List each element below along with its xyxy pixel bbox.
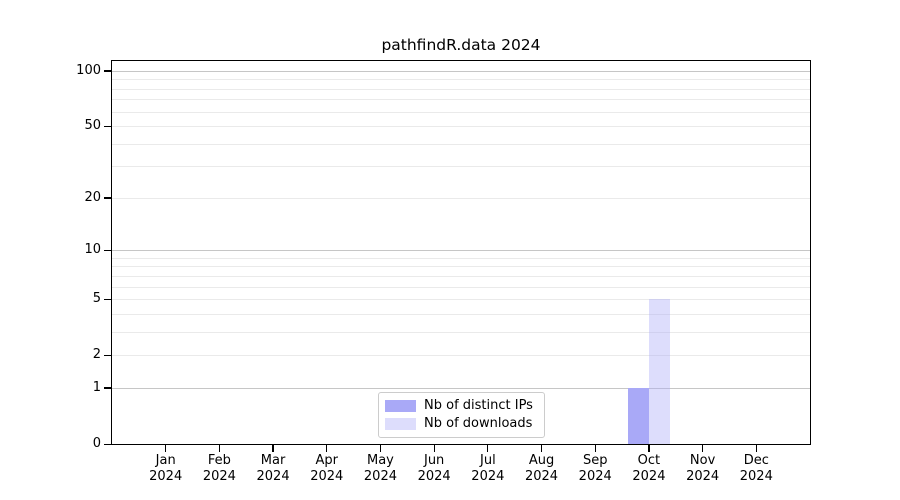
x-axis-month-label: Feb 2024 <box>192 453 246 484</box>
month-name: Sep <box>582 453 608 468</box>
gridline-minor <box>112 79 810 81</box>
month-year: 2024 <box>524 468 559 484</box>
month-name: Mar <box>260 453 286 468</box>
gridline-minor <box>112 111 810 113</box>
x-axis-tick <box>272 445 274 452</box>
month-name: Jul <box>480 453 496 468</box>
month-year: 2024 <box>256 468 290 484</box>
month-name: Dec <box>743 453 769 468</box>
month-name: Feb <box>207 453 231 468</box>
y-axis-tick <box>104 197 112 199</box>
y-axis-tick <box>104 387 112 389</box>
month-year: 2024 <box>739 468 773 484</box>
month-year: 2024 <box>149 468 183 484</box>
chart-title: pathfindR.data 2024 <box>381 36 541 54</box>
gridline-minor <box>112 166 810 168</box>
gridline-minor <box>112 88 810 90</box>
y-axis-tick <box>104 354 112 356</box>
gridline-major <box>112 70 810 72</box>
month-year: 2024 <box>578 468 612 484</box>
y-axis-tick-label: 10 <box>84 242 101 258</box>
x-axis-month-label: Sep 2024 <box>568 453 622 484</box>
month-year: 2024 <box>686 468 720 484</box>
y-axis-tick <box>104 125 112 127</box>
x-axis-month-label: Jun 2024 <box>407 453 461 484</box>
bar-nb-of-distinct-ips-oct <box>627 387 649 444</box>
month-name: Jun <box>423 453 445 468</box>
gridline-major <box>112 387 810 389</box>
bar-nb-of-downloads-oct <box>648 299 670 444</box>
gridline-minor <box>112 99 810 101</box>
x-axis-tick <box>594 445 596 452</box>
gridline-minor <box>112 355 810 357</box>
legend-label-nb-of-downloads: Nb of downloads <box>424 416 533 431</box>
month-year: 2024 <box>417 468 451 484</box>
gridline-minor <box>112 299 810 301</box>
x-axis-month-label: Jul 2024 <box>461 453 515 484</box>
y-axis-tick-label: 1 <box>92 379 101 395</box>
plot-area-border <box>110 59 811 445</box>
legend-label-nb-of-distinct-ips: Nb of distinct IPs <box>424 398 533 413</box>
x-axis-tick <box>487 445 489 452</box>
month-year: 2024 <box>202 468 236 484</box>
gridline-minor <box>112 331 810 333</box>
x-axis-tick <box>379 445 382 452</box>
gridline-minor <box>112 197 810 199</box>
gridline-minor <box>112 126 810 128</box>
month-year: 2024 <box>471 468 505 484</box>
gridline-minor <box>112 313 810 315</box>
x-axis-month-label: Mar 2024 <box>246 453 300 484</box>
gridline-major <box>112 250 810 252</box>
x-axis-tick <box>702 445 704 452</box>
month-name: Jan <box>155 453 176 468</box>
y-axis-tick-label: 100 <box>76 62 101 78</box>
month-year: 2024 <box>363 468 397 484</box>
month-year: 2024 <box>310 468 344 484</box>
gridline-minor <box>112 275 810 277</box>
legend-swatch-nb-of-distinct-ips <box>385 399 416 413</box>
x-axis-tick <box>648 445 650 452</box>
y-axis-tick <box>104 70 112 72</box>
x-axis-tick <box>540 445 543 452</box>
month-name: May <box>367 453 394 468</box>
month-name: Apr <box>315 453 339 468</box>
y-axis-tick-label: 5 <box>92 291 101 307</box>
month-year: 2024 <box>632 468 666 484</box>
gridline-minor <box>112 257 810 259</box>
y-axis-tick-label: 2 <box>92 347 101 363</box>
plot-inner <box>112 61 810 444</box>
y-axis-tick-label: 0 <box>92 436 101 451</box>
y-axis-tick <box>104 298 112 300</box>
gridline-minor <box>112 143 810 145</box>
month-name: Oct <box>637 453 661 468</box>
x-axis-tick <box>165 445 167 452</box>
x-axis-month-label: Jan 2024 <box>139 453 193 484</box>
month-name: Aug <box>528 453 555 468</box>
legend-item-nb-of-downloads: Nb of downloads <box>385 415 544 433</box>
x-axis-month-label: Nov 2024 <box>676 453 730 484</box>
legend-item-nb-of-distinct-ips: Nb of distinct IPs <box>385 397 544 415</box>
y-axis-tick <box>104 249 112 251</box>
y-axis-tick <box>104 443 112 445</box>
x-axis-month-label: Apr 2024 <box>300 453 354 484</box>
x-axis-tick <box>218 445 220 452</box>
gridline-minor <box>112 286 810 288</box>
x-axis-month-label: Dec 2024 <box>729 453 783 484</box>
x-axis-tick <box>433 445 435 452</box>
legend-swatch-nb-of-downloads <box>385 417 416 431</box>
x-axis-tick <box>755 445 757 452</box>
x-axis-month-label: Oct 2024 <box>622 453 676 484</box>
x-axis-month-label: Aug 2024 <box>515 453 569 484</box>
y-axis-tick-label: 50 <box>84 118 101 134</box>
x-axis-tick <box>326 445 328 452</box>
x-axis-month-label: May 2024 <box>353 453 407 484</box>
month-name: Nov <box>689 453 716 468</box>
y-axis-tick-label: 20 <box>84 189 101 205</box>
legend: Nb of distinct IPs Nb of downloads <box>378 392 545 438</box>
gridline-minor <box>112 266 810 268</box>
